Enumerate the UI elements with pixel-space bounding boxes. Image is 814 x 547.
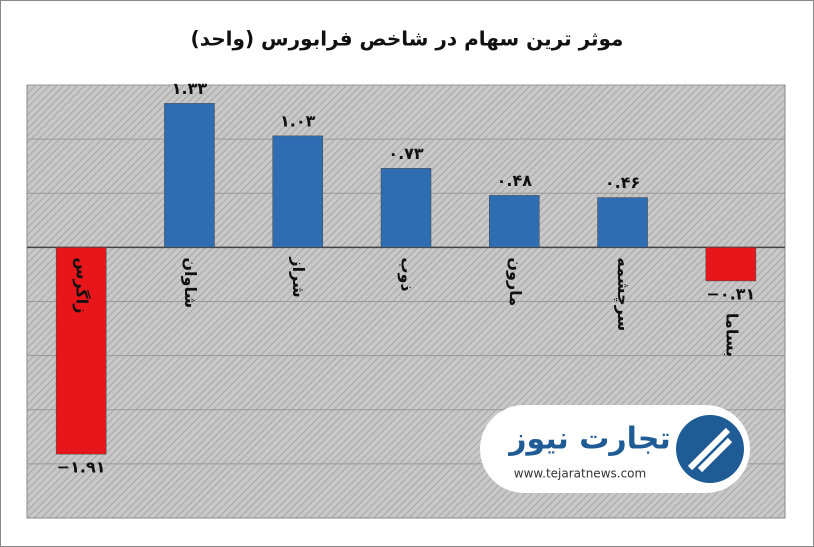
logo-name: تجارت نیوز — [507, 422, 671, 457]
bar — [55, 247, 107, 455]
bar — [380, 168, 432, 248]
value-label: ۱.۰۳ — [280, 111, 316, 130]
category-label: سرچشمه — [613, 257, 633, 331]
value-label: ۱.۳۳ — [172, 79, 208, 98]
value-label: −۱.۹۱ — [57, 458, 106, 477]
chart-title: موثر ترین سهام در شاخص فرابورس (واحد) — [191, 27, 624, 51]
logo-arrow — [687, 427, 733, 473]
category-label: زاگرس — [73, 257, 92, 313]
value-label: ۰.۴۸ — [497, 171, 533, 190]
bar — [597, 197, 648, 248]
value-label: −۰.۳۱ — [706, 284, 755, 303]
value-label: ۰.۴۶ — [605, 173, 640, 192]
bar — [705, 247, 757, 282]
logo-url: www.tejaratnews.com — [514, 467, 646, 481]
category-label: مارون — [506, 257, 525, 306]
bar — [272, 135, 323, 248]
bar — [489, 195, 540, 248]
category-label: شراز — [289, 256, 308, 297]
category-label: بساما — [722, 313, 741, 357]
bar — [164, 103, 215, 248]
value-label: ۰.۷۳ — [388, 144, 424, 163]
logo: تجارت نیوز www.tejaratnews.com — [480, 405, 750, 493]
category-label: ذوب — [398, 257, 417, 291]
category-label: شاوان — [181, 257, 200, 308]
logo-badge — [480, 405, 750, 493]
